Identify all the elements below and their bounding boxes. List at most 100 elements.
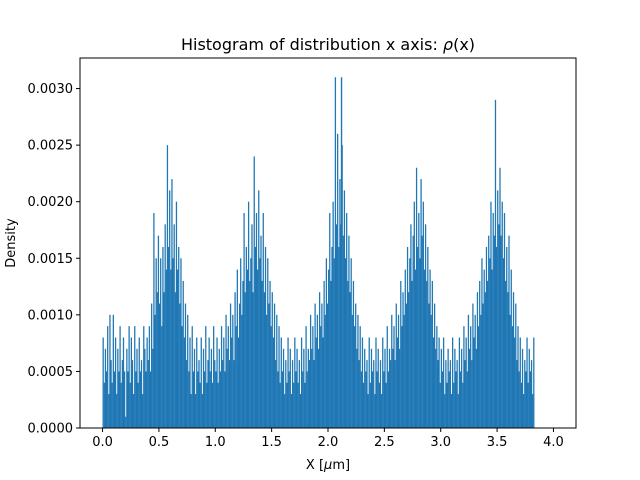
- histogram-bar: [338, 246, 340, 428]
- histogram-bar: [114, 337, 117, 428]
- histogram-bar: [273, 303, 276, 428]
- histogram-bar: [405, 303, 408, 428]
- x-axis-label: X [μm]: [306, 458, 350, 473]
- histogram-bar: [136, 348, 138, 428]
- histogram-bar: [210, 348, 213, 428]
- histogram-bar: [377, 348, 379, 428]
- histogram-bar: [467, 314, 470, 428]
- histogram-bar: [262, 213, 264, 428]
- histogram-bar: [160, 258, 162, 428]
- histogram-bar: [361, 337, 364, 428]
- histogram-bar: [245, 246, 247, 428]
- histogram-bar: [254, 246, 257, 428]
- histogram-bar: [194, 394, 197, 428]
- histogram-bar: [142, 394, 144, 428]
- histogram-bar: [374, 394, 376, 428]
- histogram-bar: [216, 337, 218, 428]
- histogram-bar: [525, 371, 527, 428]
- histogram-bar: [504, 280, 507, 428]
- histogram-bar: [271, 292, 273, 428]
- histogram-bar: [332, 201, 334, 428]
- histogram-bar: [343, 190, 346, 428]
- histogram-bar: [526, 337, 528, 428]
- histogram-bar: [258, 190, 260, 428]
- histogram-bar: [314, 303, 316, 428]
- histogram-bar: [344, 258, 347, 428]
- histogram-bar: [442, 337, 445, 428]
- histogram-bar: [294, 337, 296, 428]
- histogram-bar: [309, 314, 312, 428]
- histogram-bar: [485, 246, 488, 428]
- histogram-bar: [116, 394, 118, 428]
- histogram-bar: [259, 258, 261, 428]
- histogram-bar: [213, 326, 215, 428]
- histogram-bar: [488, 235, 490, 428]
- x-tick-label: 4.0: [543, 435, 564, 450]
- histogram-bar: [102, 337, 104, 428]
- histogram-bar: [176, 269, 179, 428]
- y-tick-label: 0.0005: [28, 365, 74, 380]
- histogram-bar: [223, 337, 225, 428]
- histogram-bar: [418, 213, 420, 428]
- histogram-bar: [191, 326, 193, 428]
- histogram-bar: [227, 326, 229, 428]
- histogram-bar: [444, 394, 446, 428]
- histogram-bar: [286, 382, 288, 428]
- histogram-bar: [313, 360, 315, 428]
- histogram-bar: [166, 145, 169, 428]
- histogram-bar: [439, 382, 441, 428]
- histogram-bar: [503, 213, 506, 428]
- histogram-bar: [267, 258, 269, 428]
- histogram-bar: [244, 292, 246, 428]
- histogram-bar: [385, 382, 387, 428]
- histogram-bar: [468, 348, 471, 428]
- histogram-bar: [441, 371, 444, 428]
- x-tick-label: 0.0: [92, 435, 113, 450]
- histogram-bar: [528, 348, 530, 428]
- histogram-bar: [484, 292, 486, 428]
- histogram-bar: [192, 371, 195, 428]
- histogram-bar: [164, 224, 166, 428]
- histogram-bar: [514, 337, 516, 428]
- histogram-bar: [128, 326, 130, 428]
- histogram-bar: [272, 337, 275, 428]
- histogram-bar: [376, 371, 378, 428]
- histogram-bar: [325, 258, 328, 428]
- histogram-bar: [158, 303, 161, 428]
- histogram-bar: [139, 371, 142, 428]
- histogram-bar: [302, 371, 304, 428]
- histogram-bar: [399, 348, 401, 428]
- histogram-bar: [268, 303, 270, 428]
- histogram-bar: [393, 326, 395, 428]
- histogram-bar: [285, 360, 287, 428]
- histogram-bar: [518, 371, 520, 428]
- histogram-bar: [387, 371, 390, 428]
- histogram-bar: [368, 337, 370, 428]
- histogram-bar: [108, 394, 110, 428]
- histogram-bar: [323, 280, 325, 428]
- histogram-bar: [129, 382, 131, 428]
- histogram-bar: [499, 167, 501, 428]
- histogram-bar: [406, 246, 409, 428]
- histogram-bar: [492, 213, 494, 428]
- histogram-bar: [152, 348, 154, 428]
- histogram-bar: [197, 371, 199, 428]
- histogram-bar: [264, 246, 267, 428]
- histogram-bar: [356, 348, 358, 428]
- histogram-bar: [349, 292, 351, 428]
- histogram-bar: [464, 360, 466, 428]
- histogram-bar: [178, 246, 180, 428]
- histogram-bar: [521, 348, 524, 428]
- histogram-bar: [404, 269, 406, 428]
- histogram-bar: [119, 326, 121, 428]
- histogram-bar: [218, 348, 220, 428]
- histogram-bar: [226, 348, 228, 428]
- histogram-bar: [173, 224, 175, 428]
- histogram-bar: [308, 360, 311, 428]
- histogram-bar: [219, 371, 222, 428]
- histogram-bar: [293, 382, 295, 428]
- histogram-bar: [121, 360, 123, 428]
- histogram-bar: [172, 258, 174, 428]
- histogram-bar: [209, 371, 211, 428]
